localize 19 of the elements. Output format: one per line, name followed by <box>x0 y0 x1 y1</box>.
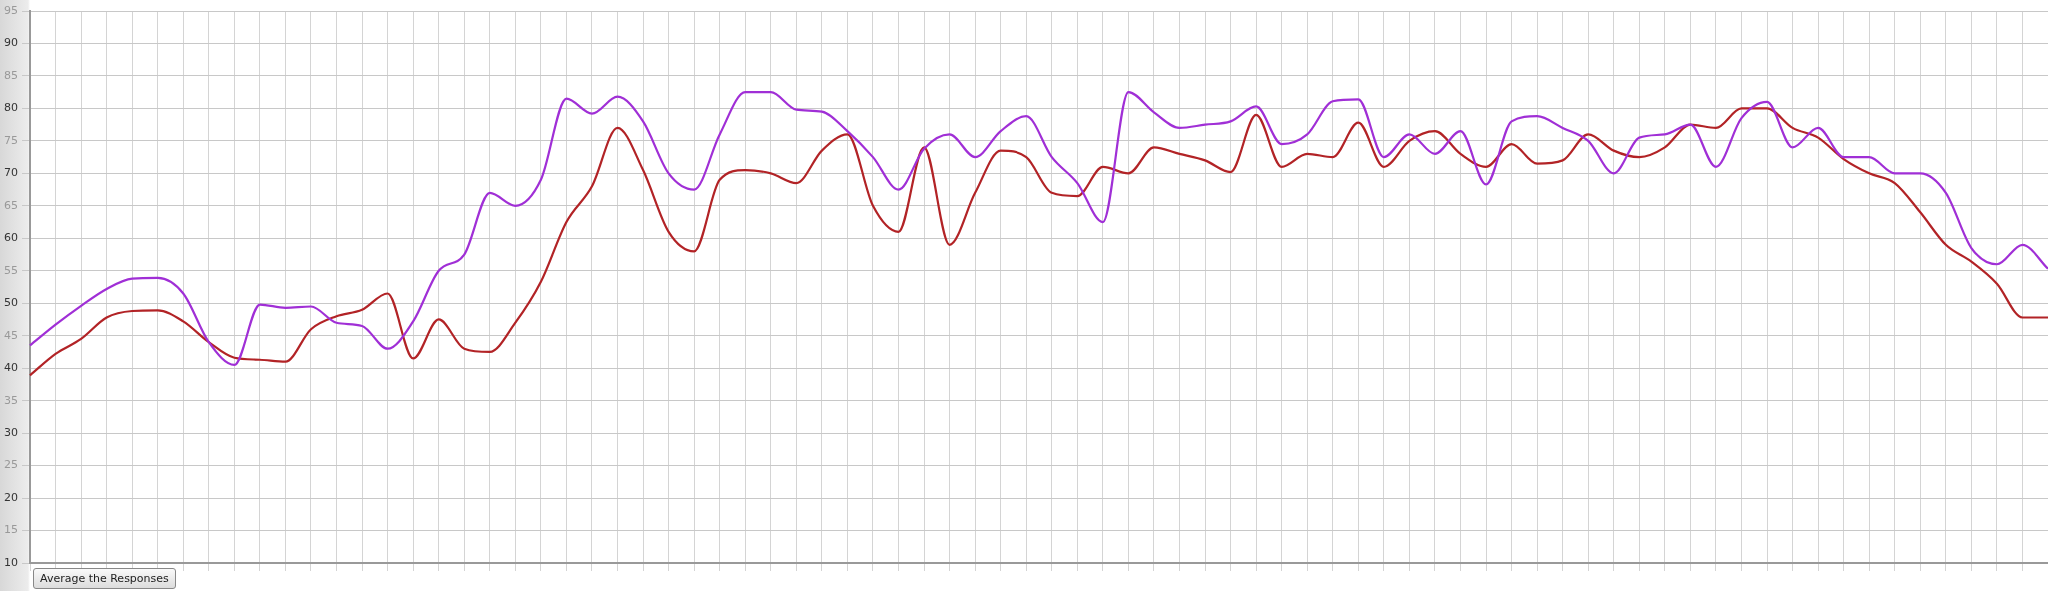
y-tick-label: 25 <box>4 458 18 472</box>
y-tick-label: 40 <box>4 361 18 375</box>
y-tick-label: 35 <box>4 393 18 407</box>
y-tick-label: 75 <box>4 133 18 147</box>
y-tick-label: 45 <box>4 328 18 342</box>
y-tick-label: 50 <box>4 296 18 310</box>
y-tick-label: 90 <box>4 36 18 50</box>
y-tick-label: 10 <box>4 555 18 569</box>
y-tick-label: 65 <box>4 198 18 212</box>
y-tick-label: 30 <box>4 425 18 439</box>
y-tick-label: 80 <box>4 101 18 115</box>
y-tick-label: 20 <box>4 490 18 504</box>
y-tick-label: 55 <box>4 263 18 277</box>
y-tick-label: 85 <box>4 68 18 82</box>
text: Average the Responses <box>33 568 176 589</box>
y-tick-label: 70 <box>4 166 18 180</box>
y-tick-label: 95 <box>4 3 18 17</box>
y-tick-label: 60 <box>4 231 18 245</box>
y-tick-label: 15 <box>4 523 18 537</box>
